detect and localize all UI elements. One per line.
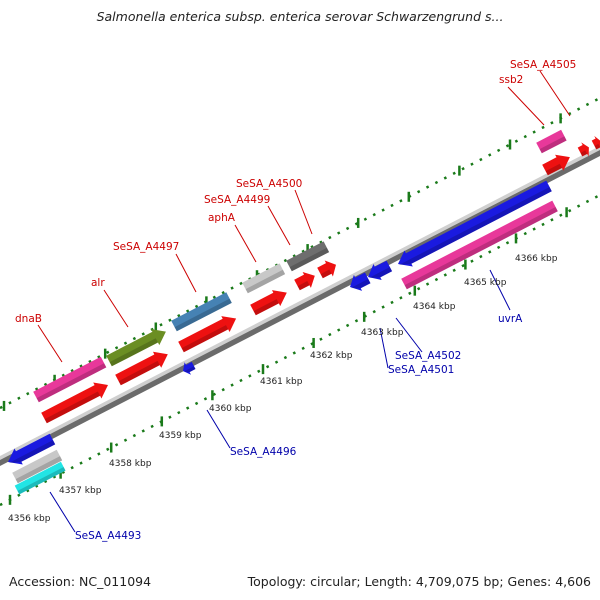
gene-ssb2-shade (539, 136, 567, 154)
gene-red-1[interactable] (41, 382, 109, 424)
kbp-label: 4358 kbp (109, 459, 152, 469)
gene-red-8-shade (580, 150, 588, 157)
gene-SeSA_A4501-shade (350, 278, 371, 289)
gene-red-4[interactable] (250, 290, 287, 316)
kbp-label: 4363 kbp (361, 328, 404, 338)
genome-backbone (0, 146, 600, 466)
gene-aphA-shade (245, 269, 286, 294)
gene-label-uvrA: uvrA (498, 313, 523, 325)
kbp-label: 4364 kbp (413, 302, 456, 312)
gene-dnaB-shade (36, 363, 107, 403)
gene-cyan-rev[interactable] (14, 461, 66, 495)
gene-red-9[interactable] (591, 135, 600, 150)
gene-grey-rev-shade (15, 456, 63, 484)
gene-features[interactable] (8, 129, 600, 495)
gene-cyan-rev-shade (17, 467, 66, 495)
gene-label-SeSA_A4501: SeSA_A4501 (388, 364, 454, 376)
gene-dnaB[interactable] (33, 356, 107, 403)
gene-label-SeSA_A4500: SeSA_A4500 (236, 178, 302, 190)
gene-red-9-shade (594, 143, 600, 150)
kbp-label: 4365 kbp (464, 278, 507, 288)
gene-red-6[interactable] (317, 260, 336, 279)
kbp-label: 4366 kbp (515, 254, 558, 264)
gene-label-SeSA_A4505: SeSA_A4505 (510, 59, 576, 71)
gene-red-3-shade (181, 325, 229, 353)
gene-label-ssb2: ssb2 (499, 74, 523, 86)
gene-label-SeSA_A4502: SeSA_A4502 (395, 350, 461, 362)
kbp-label: 4361 kbp (260, 377, 303, 387)
gene-red-6-shade (320, 269, 332, 279)
gene-red-1-shade (44, 391, 101, 424)
gene-SeSA_A4493[interactable] (8, 433, 56, 465)
gene-pink-rev-shade (404, 207, 558, 290)
gene-grey-rev[interactable] (12, 449, 63, 484)
gene-label-SeSA_A4496: SeSA_A4496 (230, 446, 297, 458)
gene-red-3[interactable] (178, 316, 237, 353)
gene-red-7[interactable] (542, 154, 570, 176)
gene-SeSA_A4496-shade (183, 366, 196, 373)
gene-red-5-shade (297, 281, 310, 291)
gene-alr-shade (109, 338, 158, 367)
gene-SeSA_A4500-shade (289, 247, 330, 272)
inner-tick-row (0, 193, 600, 507)
gene-alr[interactable] (106, 329, 166, 367)
gene-red-4-shade (253, 299, 279, 316)
gene-red-5[interactable] (294, 272, 315, 291)
major-ticks (2, 113, 568, 505)
gene-label-dnaB: dnaB (15, 313, 42, 325)
gene-SeSA_A4497-shade (174, 298, 232, 332)
gene-label-SeSA_A4493: SeSA_A4493 (75, 530, 141, 542)
label-leaders (37, 70, 571, 533)
accession-text: Accession: NC_011094 (9, 574, 152, 589)
gene-ssb2[interactable] (536, 129, 567, 154)
gene-aphA[interactable] (242, 263, 286, 294)
gene-label-aphA: aphA (208, 212, 236, 224)
gene-SeSA_A4500[interactable] (286, 241, 330, 272)
kbp-label: 4360 kbp (209, 404, 252, 414)
gene-red-2-shade (118, 360, 160, 386)
gene-label-SeSA_A4499: SeSA_A4499 (204, 194, 270, 206)
gene-label-alr: alr (91, 277, 105, 289)
map-title: Salmonella enterica subsp. enterica sero… (96, 9, 504, 24)
gene-pink-rev[interactable] (401, 200, 558, 290)
gene-uvrA-shade (398, 187, 552, 266)
gene-red-8[interactable] (577, 142, 589, 157)
kbp-label: 4357 kbp (59, 486, 102, 496)
gene-labels[interactable]: dnaB alr SeSA_A4497 aphA SeSA_A4499 SeSA… (15, 59, 576, 542)
gene-SeSA_A4501[interactable] (350, 272, 371, 291)
gene-SeSA_A4496[interactable] (183, 361, 196, 375)
kbp-label: 4359 kbp (159, 431, 202, 441)
kbp-labels: 4356 kbp 4357 kbp 4358 kbp 4359 kbp 4360… (8, 254, 558, 524)
kbp-label: 4356 kbp (8, 514, 51, 524)
gene-uvrA[interactable] (398, 180, 552, 267)
gene-red-7-shade (545, 163, 562, 176)
gene-red-2[interactable] (115, 351, 168, 386)
topology-text: Topology: circular; Length: 4,709,075 bp… (247, 574, 591, 589)
gene-SeSA_A4502-shade (368, 267, 393, 279)
gene-label-SeSA_A4497: SeSA_A4497 (113, 241, 179, 253)
gene-SeSA_A4493-shade (8, 440, 56, 464)
gene-SeSA_A4502[interactable] (368, 260, 393, 280)
gene-SeSA_A4497[interactable] (171, 292, 232, 332)
kbp-label: 4362 kbp (310, 351, 353, 361)
